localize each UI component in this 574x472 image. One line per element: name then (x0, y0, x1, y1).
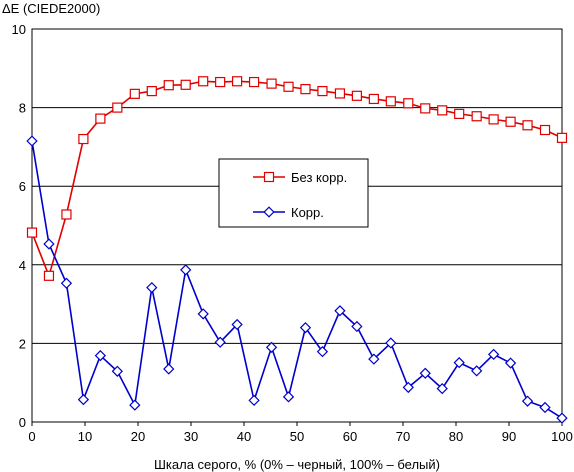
data-point (180, 79, 191, 90)
data-point (43, 238, 55, 250)
x-tick-label: 10 (78, 429, 92, 444)
legend-swatch-marker (263, 206, 275, 218)
legend-box (218, 158, 369, 228)
data-point (539, 124, 551, 136)
data-point (437, 105, 448, 116)
x-tick-label: 100 (551, 429, 573, 444)
data-point (95, 113, 106, 124)
data-point (368, 353, 380, 365)
data-point (351, 90, 362, 101)
data-point (215, 76, 226, 88)
series-layer (26, 76, 568, 424)
x-axis-label: Шкала серого, % (0% – черный, 100% – бел… (154, 457, 440, 472)
x-tick-label: 50 (290, 429, 304, 444)
y-axis-ticks: 0 2 4 6 8 10 (12, 22, 26, 430)
x-tick-label: 70 (396, 429, 410, 444)
data-point (232, 76, 243, 87)
x-tick-label: 90 (502, 429, 516, 444)
data-point (248, 394, 260, 407)
data-point (231, 318, 243, 331)
x-tick-label: 30 (184, 429, 198, 444)
data-point (248, 76, 260, 88)
data-point (351, 320, 363, 333)
data-point (487, 348, 500, 361)
data-point (26, 135, 38, 147)
x-tick-label: 20 (131, 429, 145, 444)
data-point (146, 85, 157, 97)
legend-label: Без корр. (291, 170, 347, 185)
data-point (77, 393, 90, 406)
data-point (556, 132, 568, 143)
data-point (453, 357, 465, 369)
data-point (265, 341, 278, 353)
y-tick-label: 4 (19, 258, 26, 273)
data-point (129, 88, 140, 99)
data-point (180, 264, 192, 276)
series-2 (26, 135, 568, 424)
y-tick-label: 2 (19, 336, 26, 351)
y-tick-label: 0 (19, 415, 26, 430)
data-point (111, 365, 123, 377)
data-point (402, 381, 414, 394)
data-point (471, 365, 483, 377)
data-point (299, 322, 312, 334)
data-point (146, 281, 158, 294)
data-point (385, 337, 397, 349)
data-point (334, 88, 346, 99)
data-point (368, 93, 379, 105)
data-point (471, 111, 482, 122)
y-tick-label: 8 (19, 101, 26, 116)
x-tick-label: 80 (449, 429, 463, 444)
x-axis-ticks: 0 10 20 30 40 50 60 70 80 90 100 (28, 422, 573, 444)
data-point (454, 108, 465, 119)
data-point (129, 399, 141, 411)
data-point (282, 391, 295, 403)
data-point (78, 133, 89, 145)
y-tick-label: 10 (12, 22, 26, 37)
data-point (197, 308, 209, 320)
data-point (163, 80, 174, 91)
x-tick-label: 0 (28, 429, 35, 444)
data-point (521, 395, 534, 407)
data-point (43, 270, 55, 281)
data-point (266, 78, 277, 89)
data-point (26, 227, 38, 238)
data-point (214, 336, 226, 348)
legend-swatch-marker (263, 171, 275, 183)
legend: Без корр. Корр. (218, 158, 369, 228)
x-tick-label: 40 (237, 429, 251, 444)
data-point (403, 98, 414, 109)
data-point (436, 382, 448, 395)
data-point (385, 96, 396, 107)
data-point (112, 102, 123, 113)
data-point (419, 367, 431, 379)
data-point (420, 103, 431, 114)
data-point (317, 85, 328, 97)
data-point (94, 349, 107, 362)
data-point (556, 412, 568, 424)
data-point (60, 277, 73, 289)
data-point (505, 116, 516, 127)
data-point (61, 209, 72, 220)
x-tick-label: 60 (343, 429, 357, 444)
data-point (198, 76, 209, 87)
data-point (488, 114, 499, 125)
legend-label: Корр. (291, 205, 324, 220)
data-point (283, 81, 294, 92)
data-point (539, 401, 551, 414)
y-tick-label: 6 (19, 179, 26, 194)
y-axis-label: ΔE (CIEDE2000) (2, 1, 100, 16)
data-point (163, 363, 175, 375)
data-point (334, 305, 346, 317)
data-point (300, 84, 311, 95)
series-1 (26, 76, 568, 281)
data-point (316, 346, 329, 358)
data-point (504, 357, 517, 369)
data-point (522, 120, 533, 131)
